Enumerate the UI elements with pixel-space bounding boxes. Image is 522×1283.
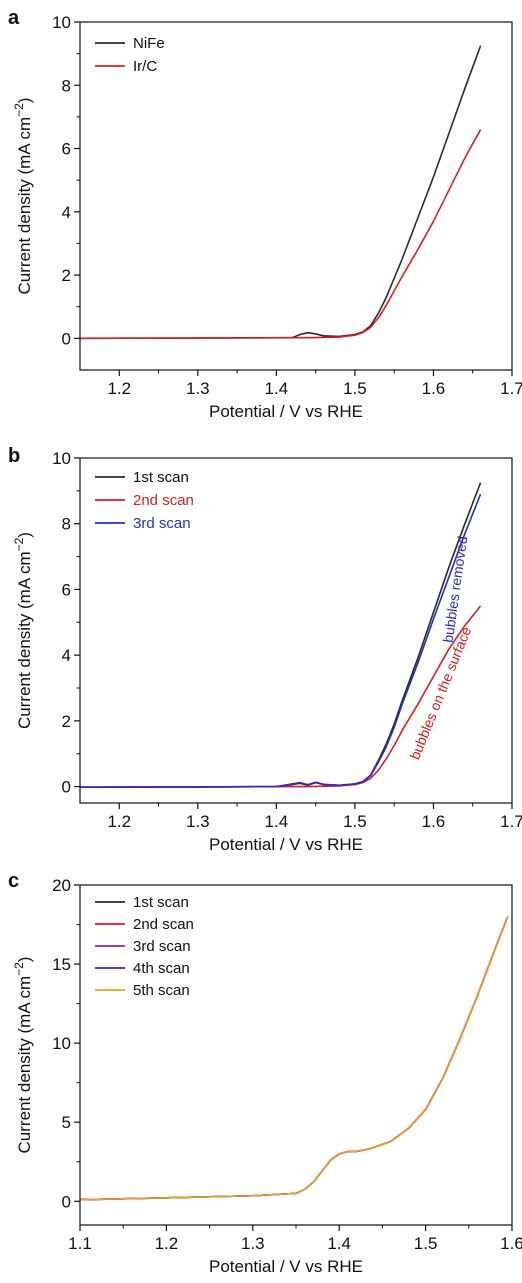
y-tick-label: 4	[62, 646, 71, 665]
legend: NiFe Ir/C	[95, 35, 165, 75]
y-axis-label: Current density (mA cm−2)	[12, 98, 34, 295]
y-tick-label: 20	[52, 876, 71, 895]
y-tick-label: 2	[62, 266, 71, 285]
series-line-3	[79, 493, 482, 789]
x-tick-label: 1.7	[500, 812, 522, 831]
x-tick-label: 1.4	[265, 812, 289, 831]
x-axis-label: Potential / V vs RHE	[209, 402, 363, 421]
panel-letter: c	[8, 870, 19, 892]
x-tick-label: 1.4	[327, 1234, 351, 1253]
legend-label: Ir/C	[133, 58, 157, 75]
y-axis-label: Current density (mA cm−2)	[12, 532, 34, 729]
plot-frame	[79, 457, 513, 804]
y-tick-label: 10	[52, 13, 71, 32]
y-tick-label: 0	[62, 329, 71, 348]
x-tick-label: 1.3	[241, 1234, 265, 1253]
legend-label: 5th scan	[133, 982, 190, 999]
chart-panel-c: c 1.1 1.2 1.3 1.4 1.5 1.6 0 5 10 15 20 Potential / V…	[8, 870, 522, 1276]
y-axis-label: Current density (mA cm−2)	[12, 957, 34, 1154]
series-line-2	[79, 605, 482, 789]
series-line-1	[79, 45, 482, 340]
legend-label: 2nd scan	[133, 916, 194, 933]
y-tick-label: 0	[62, 778, 71, 797]
x-axis-label: Potential / V vs RHE	[209, 835, 363, 854]
legend: 1st scan 2nd scan 3rd scan 4th scan 5th scan	[95, 894, 194, 999]
y-tick-label: 8	[62, 515, 71, 534]
panel-letter: b	[8, 445, 20, 467]
y-tick-label: 6	[62, 580, 71, 599]
x-tick-label: 1.3	[186, 379, 210, 398]
y-tick-label: 10	[52, 1034, 71, 1053]
x-tick-label: 1.7	[500, 379, 522, 398]
x-axis-label: Potential / V vs RHE	[209, 1257, 363, 1276]
x-tick-label: 1.2	[107, 379, 131, 398]
x-tick-label: 1.5	[343, 379, 367, 398]
legend-label: 2nd scan	[133, 492, 194, 509]
series-line-5	[79, 916, 509, 1201]
annotation-text: bubbles on the surface	[406, 624, 474, 762]
y-tick-label: 2	[62, 712, 71, 731]
x-tick-label: 1.6	[422, 379, 446, 398]
x-tick-label: 1.6	[422, 812, 446, 831]
legend-label: 1st scan	[133, 469, 189, 486]
legend-label: 1st scan	[133, 894, 189, 911]
y-tick-label: 0	[62, 1192, 71, 1211]
legend: 1st scan 2nd scan 3rd scan	[95, 469, 194, 532]
x-tick-label: 1.2	[107, 812, 131, 831]
x-tick-label: 1.6	[500, 1234, 522, 1253]
x-tick-label: 1.4	[265, 379, 289, 398]
y-tick-label: 10	[52, 449, 71, 468]
x-tick-label: 1.1	[68, 1234, 92, 1253]
chart-panel-a: a 1.2 1.3 1.4 1.5 1.6 1.7 0 2 4 6 8 10 Potential / V …	[8, 7, 522, 421]
plot-frame	[79, 884, 513, 1226]
y-tick-label: 8	[62, 76, 71, 95]
x-tick-label: 1.5	[343, 812, 367, 831]
x-tick-label: 1.2	[155, 1234, 179, 1253]
legend-label: 3rd scan	[133, 515, 191, 532]
legend-label: 4th scan	[133, 960, 190, 977]
y-tick-label: 15	[52, 955, 71, 974]
legend-label: 3rd scan	[133, 938, 191, 955]
y-tick-label: 4	[62, 203, 71, 222]
y-tick-label: 6	[62, 140, 71, 159]
x-tick-label: 1.5	[414, 1234, 438, 1253]
plot-frame	[79, 21, 513, 371]
x-tick-label: 1.3	[186, 812, 210, 831]
y-tick-label: 5	[62, 1113, 71, 1132]
chart-panel-b: b 1.2 1.3 1.4 1.5 1.6 1.7 0 2 4 6 8 10 Potential / V …	[8, 445, 522, 854]
legend-label: NiFe	[133, 35, 165, 52]
panel-letter: a	[8, 7, 20, 29]
series-line-2	[79, 129, 482, 340]
